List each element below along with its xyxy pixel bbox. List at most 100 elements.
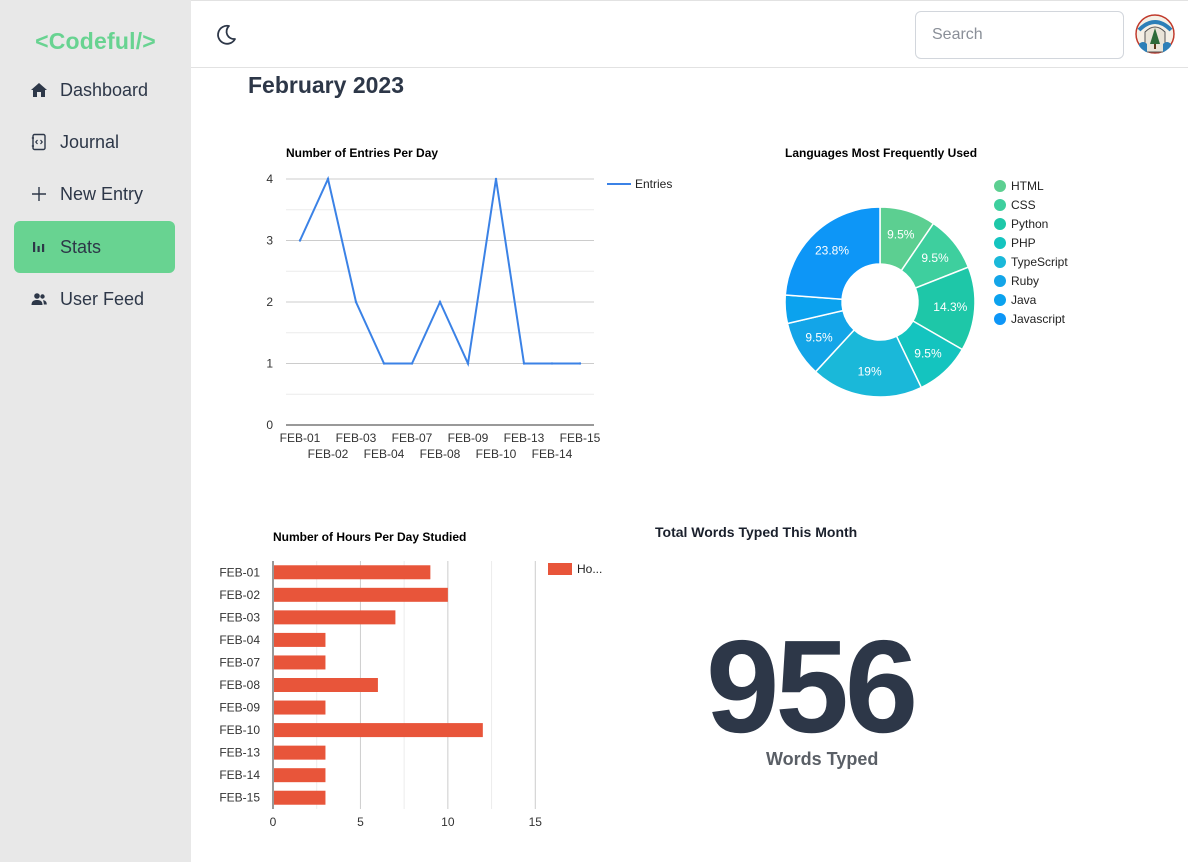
x-tick-label: FEB-09: [448, 431, 489, 445]
y-tick-label: 0: [266, 418, 273, 432]
sidebar-item-new-entry[interactable]: New Entry: [14, 168, 175, 220]
bar: [274, 790, 326, 805]
data-point: [326, 177, 330, 181]
y-tick-label: FEB-09: [219, 701, 260, 715]
legend-item: HTML: [994, 176, 1068, 195]
y-tick-label: FEB-04: [219, 633, 260, 647]
bar-legend-swatch: [548, 563, 572, 575]
x-tick-label: 15: [529, 815, 543, 829]
y-tick-label: FEB-01: [219, 565, 260, 579]
data-point: [466, 362, 470, 365]
x-tick-label: FEB-02: [308, 447, 349, 461]
line-chart-title: Number of Entries Per Day: [286, 146, 439, 160]
legend-swatch: [994, 236, 1006, 249]
bar-legend-label: Ho...: [577, 562, 603, 576]
top-bar: [191, 0, 1188, 68]
sidebar-item-label: Stats: [60, 236, 102, 257]
legend-item: Java: [994, 290, 1068, 309]
legend-swatch: [994, 198, 1006, 211]
legend-label: HTML: [1011, 178, 1044, 193]
words-stat-label: Words Typed: [766, 749, 879, 769]
home-icon: [30, 81, 48, 99]
search-input[interactable]: [915, 11, 1124, 59]
bar-chart-icon: [30, 238, 48, 256]
plus-icon: [30, 185, 48, 203]
pie-value-label: 9.5%: [887, 228, 915, 242]
bar: [274, 768, 326, 783]
moon-icon[interactable]: [215, 23, 237, 47]
x-tick-label: FEB-01: [280, 431, 321, 445]
y-tick-label: FEB-03: [219, 610, 260, 624]
bar-legend: Ho...: [548, 562, 602, 576]
x-tick-label: FEB-15: [560, 431, 601, 445]
bar: [274, 565, 431, 580]
pie-value-label: 19%: [858, 365, 882, 379]
bar-chart-title: Number of Hours Per Day Studied: [273, 530, 467, 544]
pie-slice-typescript: [814, 328, 923, 398]
sidebar-item-journal[interactable]: Journal: [14, 116, 175, 168]
legend-label: Ruby: [1011, 273, 1040, 288]
legend-label: Javascript: [1011, 311, 1066, 326]
sidebar-item-user-feed[interactable]: User Feed: [14, 273, 175, 325]
x-tick-label: FEB-08: [420, 447, 461, 461]
user-avatar-icon[interactable]: [1135, 14, 1175, 54]
legend-item: CSS: [994, 195, 1068, 214]
legend-label: Python: [1011, 216, 1049, 231]
data-point: [550, 362, 554, 365]
sidebar-item-label: New Entry: [60, 183, 144, 204]
bar: [274, 610, 396, 625]
sidebar: <Codeful/> Dashboard Journal New Entry S…: [0, 0, 191, 862]
y-tick-label: FEB-10: [219, 723, 260, 737]
journal-icon: [30, 133, 48, 151]
bar: [274, 700, 326, 715]
legend-label: Java: [1011, 292, 1037, 307]
legend-swatch: [994, 274, 1006, 287]
page-title: February 2023: [248, 72, 404, 98]
sidebar-item-label: User Feed: [60, 288, 145, 309]
donut-chart-title: Languages Most Frequently Used: [785, 146, 978, 160]
line-legend: Entries: [607, 177, 672, 191]
y-tick-label: FEB-14: [219, 768, 260, 782]
x-tick-label: FEB-10: [476, 447, 517, 461]
y-tick-label: 1: [266, 357, 273, 371]
data-point: [354, 300, 358, 304]
y-tick-label: FEB-07: [219, 655, 260, 669]
bar: [274, 655, 326, 670]
sidebar-item-stats[interactable]: Stats: [14, 221, 175, 273]
app-logo[interactable]: <Codeful/>: [35, 28, 156, 54]
legend-swatch: [994, 217, 1006, 230]
pie-value-label: 9.5%: [914, 347, 942, 361]
donut-legend: HTML CSS Python PHP TypeScript Ruby Java Javasc…: [994, 176, 1068, 328]
pie-value-label: 14.3%: [933, 300, 967, 314]
x-tick-label: FEB-03: [336, 431, 377, 445]
y-tick-label: FEB-13: [219, 746, 260, 760]
users-icon: [30, 290, 48, 308]
pie-value-label: 9.5%: [805, 330, 833, 344]
data-point: [410, 362, 414, 365]
bar-chart: 0 5 10 15 FEB-01 FEB-02 FEB-03 FEB-04 FEB-07 FEB-…: [219, 561, 543, 829]
legend-item: Ruby: [994, 271, 1068, 290]
legend-label: CSS: [1011, 197, 1036, 212]
bar: [274, 587, 448, 602]
sidebar-item-label: Journal: [60, 131, 120, 152]
sidebar-item-dashboard[interactable]: Dashboard: [14, 64, 175, 116]
legend-swatch: [994, 255, 1006, 268]
y-tick-label: FEB-15: [219, 791, 260, 805]
x-tick-label: 5: [357, 815, 364, 829]
data-point: [382, 362, 386, 365]
words-stat-title: Total Words Typed This Month: [655, 524, 858, 540]
donut-chart: 9.5% 9.5% 14.3% 9.5% 19% 9.5% 23.8%: [784, 206, 976, 398]
x-tick-label: 10: [441, 815, 455, 829]
pie-value-label: 23.8%: [815, 243, 849, 257]
y-tick-label: 3: [266, 234, 273, 248]
x-tick-label: FEB-04: [364, 447, 405, 461]
legend-item: TypeScript: [994, 252, 1068, 271]
y-tick-label: 4: [266, 172, 273, 186]
line-legend-label: Entries: [635, 177, 673, 191]
data-point: [578, 362, 582, 365]
legend-swatch: [994, 293, 1006, 306]
y-tick-label: 2: [266, 295, 273, 309]
bar: [274, 632, 326, 647]
x-tick-label: 0: [270, 815, 277, 829]
data-point: [494, 177, 498, 181]
